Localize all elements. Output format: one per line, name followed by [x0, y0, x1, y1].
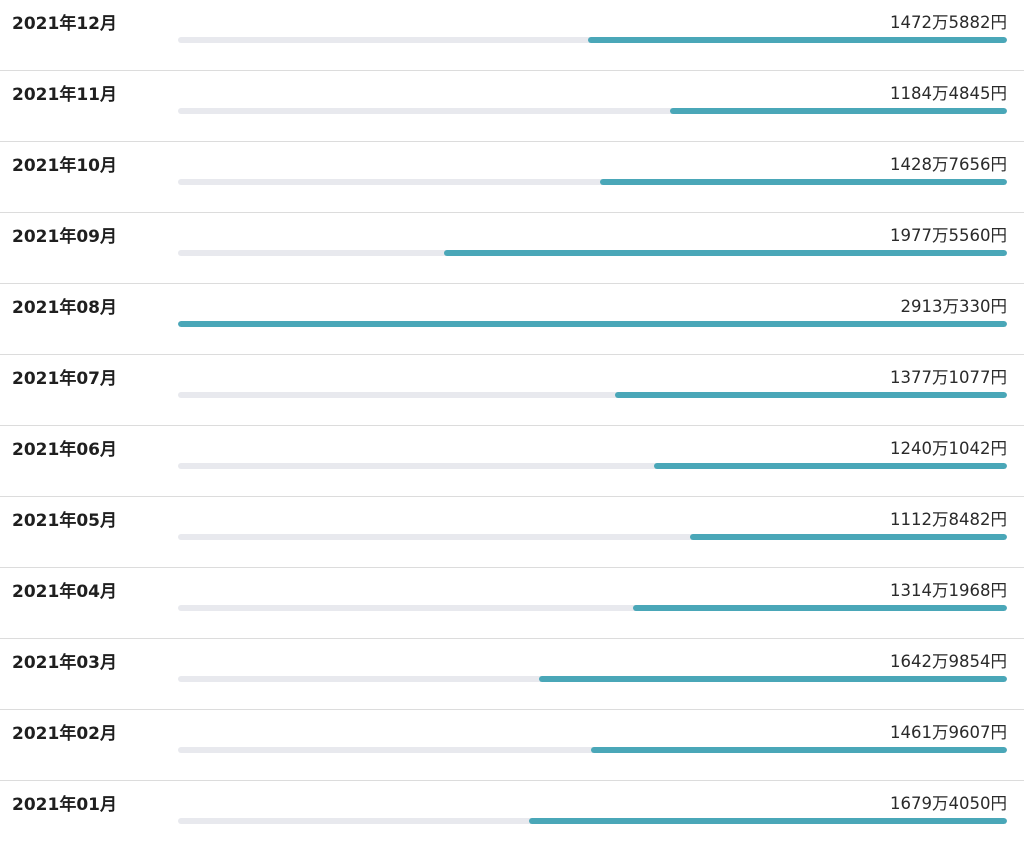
- month-label: 2021年11月: [12, 85, 117, 105]
- chart-row: 2021年05月 1112万8482円: [0, 497, 1024, 568]
- amount-label: 1428万7656円: [890, 155, 1007, 174]
- chart-row: 2021年11月 1184万4845円: [0, 71, 1024, 142]
- chart-row: 2021年07月 1377万1077円: [0, 355, 1024, 426]
- amount-label: 1642万9854円: [890, 652, 1007, 671]
- amount-label: 1461万9607円: [890, 723, 1007, 742]
- amount-label: 1184万4845円: [890, 84, 1007, 103]
- bar-track: [178, 250, 1007, 256]
- amount-label: 1679万4050円: [890, 794, 1007, 813]
- bar-fill: [669, 108, 1007, 114]
- chart-row: 2021年02月 1461万9607円: [0, 710, 1024, 781]
- chart-row: 2021年01月 1679万4050円: [0, 781, 1024, 852]
- amount-label: 1377万1077円: [890, 368, 1007, 387]
- bar-fill: [654, 463, 1007, 469]
- bar-track: [178, 37, 1007, 43]
- bar-fill: [587, 37, 1007, 43]
- amount-label: 2913万330円: [900, 297, 1008, 316]
- month-label: 2021年03月: [12, 653, 117, 673]
- month-label: 2021年10月: [12, 156, 117, 176]
- bar-fill: [615, 392, 1007, 398]
- month-label: 2021年07月: [12, 369, 117, 389]
- bar-track: [178, 747, 1007, 753]
- bar-fill: [178, 321, 1007, 327]
- amount-label: 1977万5560円: [890, 226, 1007, 245]
- bar-fill: [633, 605, 1007, 611]
- month-label: 2021年08月: [12, 298, 117, 318]
- chart-row: 2021年06月 1240万1042円: [0, 426, 1024, 497]
- bar-track: [178, 179, 1007, 185]
- month-label: 2021年09月: [12, 227, 117, 247]
- month-label: 2021年04月: [12, 582, 117, 602]
- month-label: 2021年12月: [12, 14, 117, 34]
- amount-label: 1314万1968円: [890, 581, 1007, 600]
- amount-label: 1472万5882円: [890, 13, 1007, 32]
- month-label: 2021年05月: [12, 511, 117, 531]
- chart-row: 2021年04月 1314万1968円: [0, 568, 1024, 639]
- bar-track: [178, 534, 1007, 540]
- bar-track: [178, 463, 1007, 469]
- bar-fill: [444, 250, 1007, 256]
- chart-row: 2021年08月 2913万330円: [0, 284, 1024, 355]
- bar-track: [178, 676, 1007, 682]
- bar-track: [178, 605, 1007, 611]
- bar-fill: [690, 534, 1007, 540]
- month-label: 2021年01月: [12, 795, 117, 815]
- bar-fill: [529, 818, 1007, 824]
- month-label: 2021年06月: [12, 440, 117, 460]
- bar-fill: [539, 676, 1007, 682]
- chart-row: 2021年10月 1428万7656円: [0, 142, 1024, 213]
- bar-track: [178, 392, 1007, 398]
- bar-track: [178, 108, 1007, 114]
- bar-track: [178, 321, 1007, 327]
- chart-row: 2021年09月 1977万5560円: [0, 213, 1024, 284]
- amount-label: 1240万1042円: [890, 439, 1007, 458]
- bar-fill: [600, 179, 1007, 185]
- chart-row: 2021年03月 1642万9854円: [0, 639, 1024, 710]
- amount-label: 1112万8482円: [890, 510, 1007, 529]
- bar-track: [178, 818, 1007, 824]
- chart-row: 2021年12月 1472万5882円: [0, 0, 1024, 71]
- month-label: 2021年02月: [12, 724, 117, 744]
- bar-fill: [590, 747, 1007, 753]
